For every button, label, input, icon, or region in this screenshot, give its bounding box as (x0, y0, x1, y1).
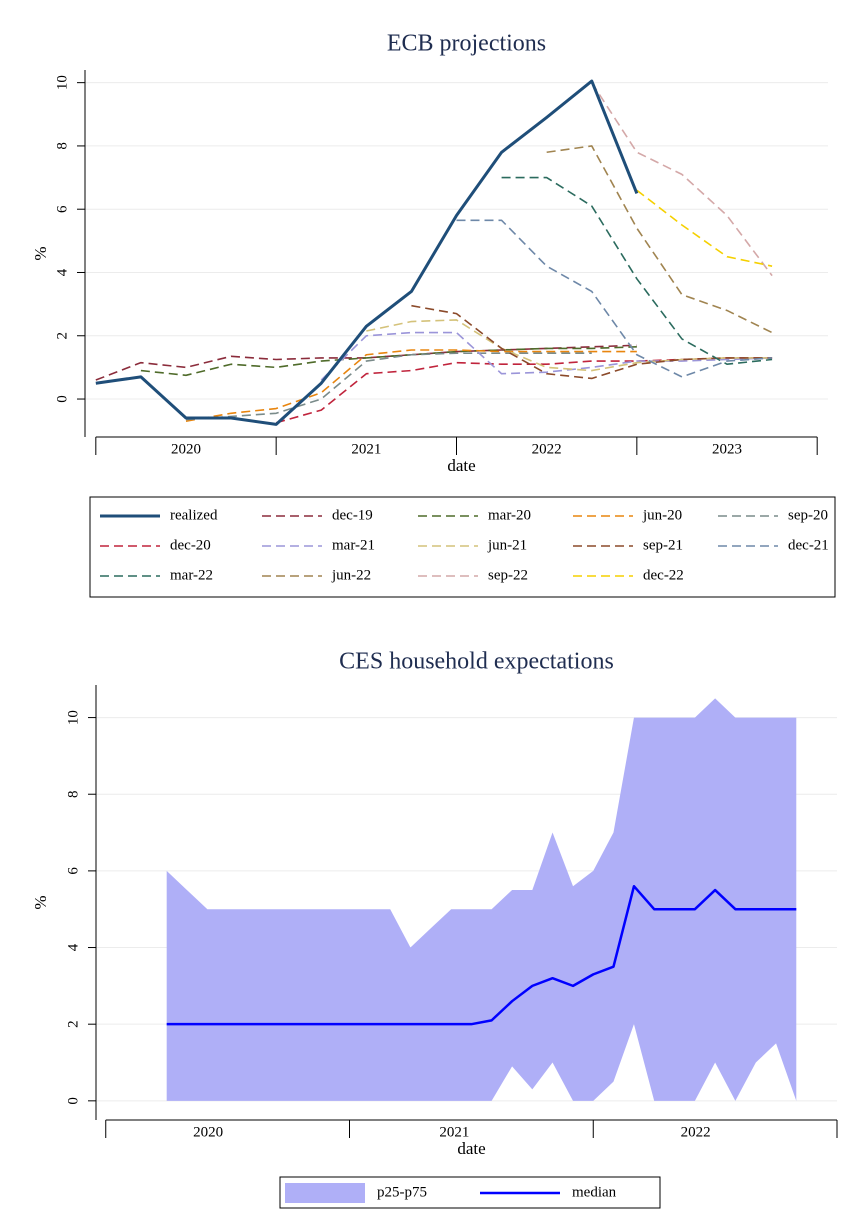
projection-line (320, 331, 773, 381)
x-axis-title: date (457, 1139, 485, 1158)
x-tick-label: 2020 (193, 1124, 223, 1140)
y-tick-label: 10 (54, 75, 70, 90)
legend-label: sep-22 (488, 567, 528, 583)
y-tick-label: 10 (65, 710, 81, 725)
y-tick-label: 6 (65, 867, 81, 875)
y-tick-label: 2 (65, 1020, 81, 1028)
legend-label: mar-22 (170, 567, 213, 583)
projection-line (275, 357, 773, 424)
y-tick-label: 0 (65, 1097, 81, 1105)
projection-line (456, 219, 773, 378)
realized-line (95, 79, 639, 426)
legend-label: jun-22 (331, 567, 371, 583)
legend-label: dec-21 (788, 537, 829, 553)
projection-line (546, 145, 773, 334)
legend-label: dec-19 (332, 507, 373, 523)
chart-title: CES household expectations (339, 649, 614, 675)
legend-label: mar-21 (332, 537, 375, 553)
x-tick-label: 2021 (439, 1124, 469, 1140)
y-axis-title: % (31, 895, 50, 909)
x-tick-label: 2020 (171, 441, 201, 457)
y-tick-label: 4 (65, 943, 81, 951)
x-tick-label: 2023 (712, 441, 742, 457)
chart-title: ECB projections (387, 31, 546, 57)
projection-line (185, 349, 637, 422)
legend-frame (89, 496, 836, 598)
legend-frame (279, 1176, 661, 1209)
x-tick-label: 2022 (681, 1124, 711, 1140)
projection-line (185, 352, 592, 421)
x-tick-label: 2021 (351, 441, 381, 457)
x-tick-label: 2022 (532, 441, 562, 457)
y-tick-label: 8 (65, 790, 81, 798)
y-tick-label: 0 (54, 395, 70, 403)
median-line (166, 884, 797, 1026)
x-axis-title: date (447, 456, 475, 475)
projection-line (591, 82, 773, 277)
y-tick-label: 6 (54, 205, 70, 213)
y-tick-label: 2 (54, 332, 70, 340)
legend-label: median (572, 1184, 617, 1200)
legend-label: sep-20 (788, 507, 828, 523)
legend-label: p25-p75 (377, 1184, 427, 1200)
y-axis-title: % (31, 246, 50, 260)
legend-label: sep-21 (643, 537, 683, 553)
legend-label: jun-20 (642, 507, 682, 523)
legend-label: mar-20 (488, 507, 531, 523)
legend-swatch (285, 1183, 365, 1203)
legend-label: realized (170, 507, 218, 523)
legend-label: dec-20 (170, 537, 211, 553)
projection-line (140, 346, 637, 377)
band-area (166, 698, 797, 1101)
y-tick-label: 4 (54, 268, 70, 276)
projection-line (501, 176, 773, 366)
projection-line (636, 189, 773, 267)
y-tick-label: 8 (54, 142, 70, 150)
legend-label: dec-22 (643, 567, 684, 583)
legend-label: jun-21 (487, 537, 527, 553)
projection-line (411, 304, 773, 380)
